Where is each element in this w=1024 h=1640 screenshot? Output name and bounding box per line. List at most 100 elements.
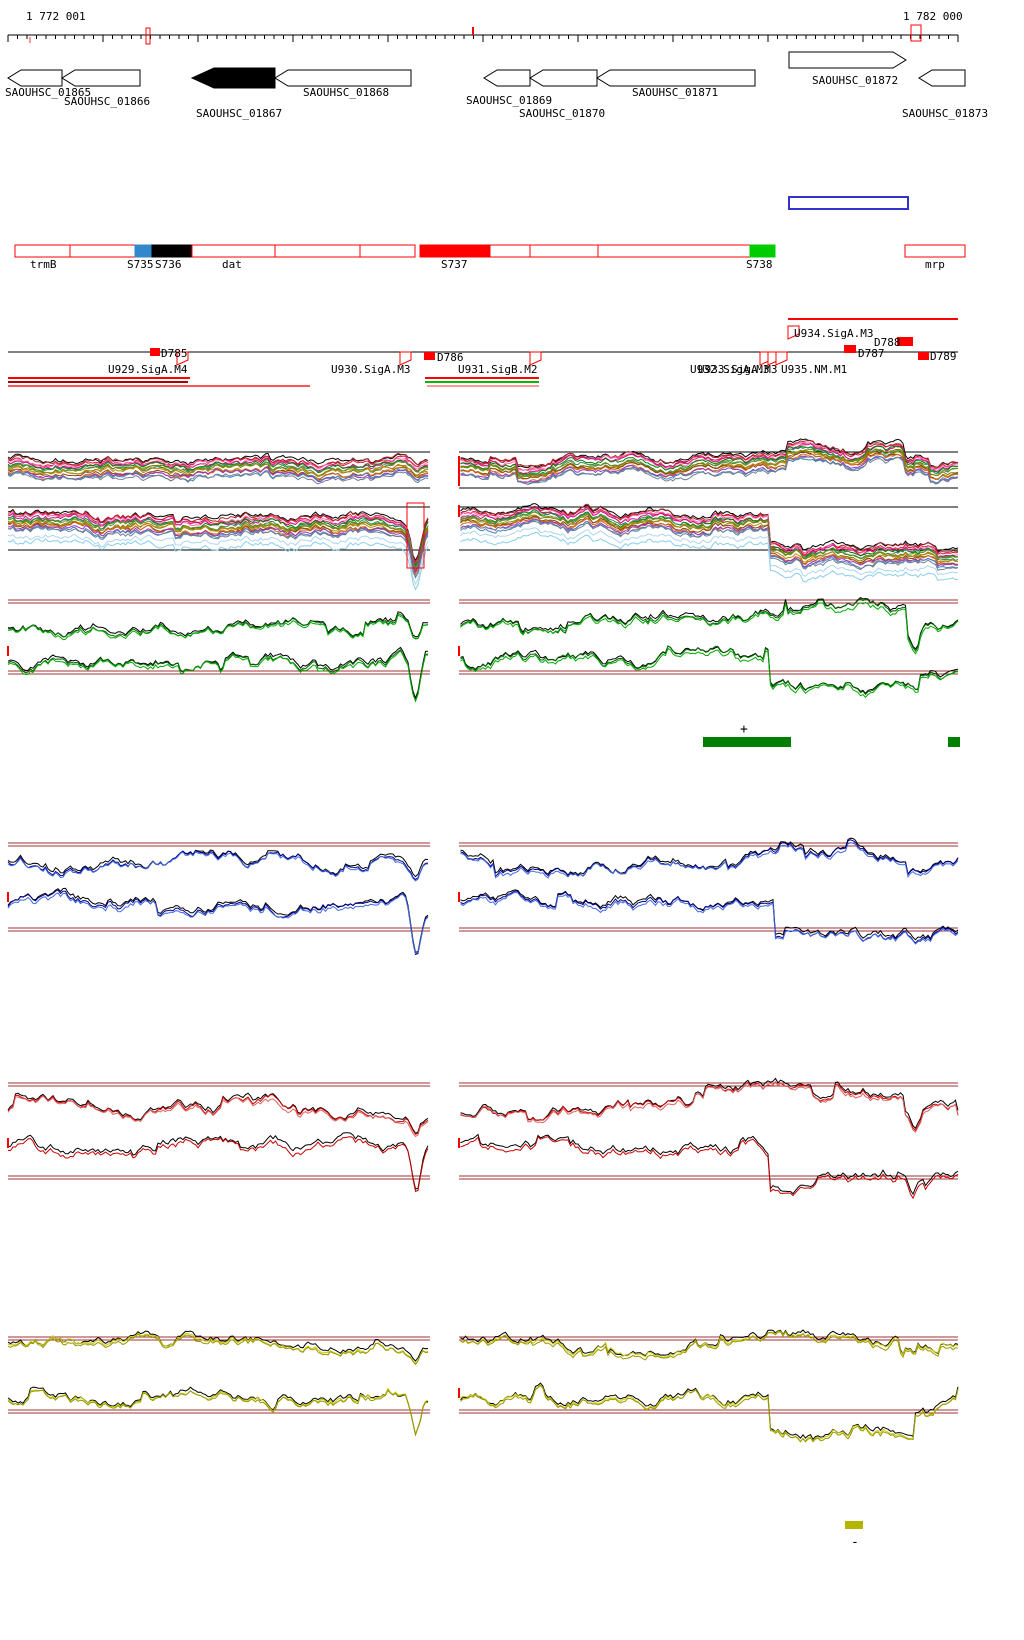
gene-arrow-SAOUHSC_01868: [274, 69, 412, 87]
marker-label-U932.SigA.M3: U932.SigA.M3: [690, 363, 769, 376]
operon-segment-7: [419, 244, 491, 258]
marker-label-D786: D786: [437, 351, 464, 364]
signal-trace: [460, 597, 959, 650]
plus-strand-feature-bar-0: [703, 737, 791, 747]
operon-label-mrp: mrp: [925, 258, 945, 271]
signal-track-all-samples: [7, 438, 959, 591]
feature-underbar-2: [8, 385, 310, 387]
signal-trace: [7, 533, 429, 586]
ruler-start-label: 1 772 001: [26, 10, 86, 23]
signal-trace: [460, 455, 959, 485]
gene-arrow-SAOUHSC_01870: [529, 69, 598, 87]
operon-segment-1: [69, 244, 136, 258]
signal-trace: [460, 1384, 959, 1443]
signal-trace: [7, 887, 429, 953]
signal-trace: [460, 448, 959, 478]
signal-trace: [460, 509, 959, 559]
selection-box: [788, 196, 909, 210]
signal-trace: [7, 1132, 429, 1190]
signal-trace: [7, 611, 429, 638]
signal-trace: [7, 646, 429, 700]
marker-box-D788: [897, 337, 913, 346]
gene-label-SAOUHSC_01867: SAOUHSC_01867: [196, 107, 282, 120]
gene-label-SAOUHSC_01868: SAOUHSC_01868: [303, 86, 389, 99]
signal-trace: [7, 614, 429, 641]
signal-trace: [460, 445, 959, 476]
signal-trace: [460, 506, 959, 556]
marker-label-D788: D788: [874, 336, 901, 349]
gene-label-SAOUHSC_01873: SAOUHSC_01873: [902, 107, 988, 120]
marker-flag-U929.SigA.M4: [176, 351, 189, 366]
marker-box-D786: [424, 352, 435, 360]
marker-flag-U934.SigA.M3: [787, 325, 800, 340]
signal-trace: [460, 1330, 959, 1361]
signal-trace: [460, 601, 959, 655]
signal-trace: [7, 464, 429, 477]
gene-arrow-SAOUHSC_01865: [7, 69, 63, 87]
signal-track-green: [7, 597, 959, 703]
marker-label-U930.SigA.M3: U930.SigA.M3: [331, 363, 410, 376]
signal-trace: [7, 459, 429, 474]
signal-trace: [460, 1080, 959, 1132]
operon-segment-8: [489, 244, 531, 258]
strand-sign-plus: +: [740, 722, 748, 737]
signal-trace: [460, 889, 959, 941]
signal-trace: [460, 890, 959, 944]
signal-trace: [7, 1095, 429, 1138]
signal-trace: [460, 891, 959, 945]
gene-arrow-SAOUHSC_01872: [788, 51, 907, 69]
gene-label-SAOUHSC_01872: SAOUHSC_01872: [812, 74, 898, 87]
signal-trace: [460, 531, 958, 583]
signal-trace: [7, 649, 429, 703]
signal-trace: [460, 647, 959, 699]
signal-trace: [7, 1136, 429, 1193]
signal-trace: [460, 645, 959, 696]
signal-trace: [7, 649, 429, 703]
marker-label-U934.SigA.M3: U934.SigA.M3: [794, 327, 873, 340]
gene-arrow-SAOUHSC_01873: [918, 69, 966, 87]
operon-label-dat: dat: [222, 258, 242, 271]
signal-track-red: [7, 1077, 959, 1200]
signal-trace: [460, 513, 959, 563]
signal-trace: [460, 1330, 959, 1358]
gene-arrow-SAOUHSC_01869: [483, 69, 531, 87]
signal-trace: [460, 453, 959, 483]
signal-trace: [7, 1333, 428, 1366]
operon-segment-4: [191, 244, 276, 258]
marker-flag-U931.SigB.M2: [529, 351, 542, 366]
gene-arrow-SAOUHSC_01871: [596, 69, 756, 87]
signal-trace: [460, 1133, 959, 1196]
signal-trace: [460, 451, 959, 481]
signal-trace: [460, 1135, 959, 1200]
feature-underbar-0: [8, 377, 190, 379]
signal-trace: [7, 520, 429, 572]
plus-strand-feature-bar-1: [948, 737, 960, 747]
signal-trace: [7, 455, 429, 468]
marker-label-D787: D787: [858, 347, 885, 360]
signal-trace: [7, 1094, 429, 1135]
operon-segment-2: [134, 244, 153, 258]
signal-trace: [7, 892, 429, 955]
ruler-red-marker: [910, 24, 922, 42]
operon-label-S737: S737: [441, 258, 468, 271]
signal-trace: [7, 452, 429, 469]
signal-track-yellow: [7, 1329, 959, 1443]
marker-label-U933.SigA.M3: U933.SigA.M3: [698, 363, 777, 376]
signal-trace: [7, 460, 429, 477]
signal-trace: [7, 1092, 429, 1134]
operon-segment-11: [749, 244, 776, 258]
feature-underbar-5: [427, 385, 539, 387]
signal-trace: [7, 850, 429, 881]
operon-segment-5: [274, 244, 361, 258]
signal-trace: [460, 517, 959, 566]
operon-segment-12: [904, 244, 966, 258]
signal-trace: [7, 1332, 429, 1365]
feature-underbar-1: [8, 381, 188, 383]
signal-trace: [7, 1330, 429, 1362]
ruler-end-label: 1 782 000: [903, 10, 963, 23]
gene-arrow-SAOUHSC_01866: [61, 69, 141, 87]
signal-trace: [460, 527, 958, 577]
minus-strand-feature-bar-2: [845, 1521, 863, 1529]
